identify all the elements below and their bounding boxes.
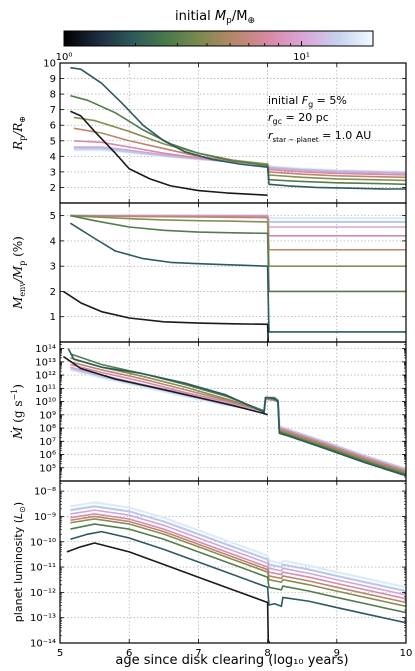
series-line <box>70 110 268 197</box>
y-tick-label: 10⁻¹² <box>30 588 56 599</box>
y-tick-label: 10 <box>43 59 56 70</box>
y-tick-label: 2 <box>50 183 56 194</box>
y-tick-label: 10¹² <box>35 371 56 382</box>
y-tick-label: 9 <box>50 74 56 85</box>
series-line <box>70 530 406 624</box>
y-axis-label: Ṁ (g s−1) <box>10 384 25 440</box>
y-tick-label: 10⁻¹⁴ <box>30 639 56 650</box>
y-tick-label: 10¹³ <box>35 357 56 368</box>
y-tick-label: 8 <box>50 90 56 101</box>
y-tick-label: 10⁹ <box>39 410 56 421</box>
y-tick-label: 10⁶ <box>39 450 56 461</box>
grid <box>60 63 406 203</box>
colorbar-title-main: initial <box>175 9 215 24</box>
series-line <box>70 515 406 604</box>
series-line <box>69 222 406 333</box>
colorbar-title-var: M <box>215 9 226 24</box>
series-line <box>70 361 406 473</box>
y-tick-label: 7 <box>50 105 56 116</box>
colorbar-title: initial Mp/M⊕ <box>175 9 255 26</box>
series-line <box>70 214 406 267</box>
panels: 2 3 4 5 6 7 8 9 10 Rp/R⊕ 1 2 3 4 5 Menv/Mp (%) 10⁵ 10⁶ 10⁷… <box>10 59 412 660</box>
colorbar-tick-label: 10⁰ <box>56 52 73 63</box>
y-tick-label: 10¹¹ <box>35 384 56 395</box>
y-tick-label: 10⁻⁹ <box>34 512 56 523</box>
x-axis-label: age since disk clearing (log₁₀ years) <box>115 653 348 668</box>
x-tick-label: 9 <box>334 648 340 659</box>
series-line <box>70 66 406 190</box>
series-line <box>70 501 406 589</box>
x-tick-label: 5 <box>57 648 63 659</box>
series-group <box>63 214 406 342</box>
y-tick-label: 10¹⁰ <box>35 397 56 408</box>
series-line <box>73 116 406 182</box>
colorbar-ticks: 10⁰ 10¹ <box>56 41 374 63</box>
y-tick-label: 10⁻⁸ <box>34 487 56 498</box>
annotation-rstar: rstar − planet = 1.0 AU <box>268 129 371 144</box>
series-line <box>70 523 406 614</box>
panel-frame <box>59 480 407 644</box>
series-line <box>70 214 406 251</box>
y-axis-label: Menv/Mp (%) <box>11 236 27 310</box>
series-line <box>70 509 406 596</box>
colorbar-title-sub2: ⊕ <box>247 16 255 26</box>
annotation-fg: initial Fg = 5% <box>268 94 347 109</box>
y-tick-label: 3 <box>50 262 56 273</box>
series-line <box>70 505 406 593</box>
series-line <box>63 355 268 416</box>
y-tick-label: 1 <box>50 312 56 323</box>
series-line <box>67 348 406 477</box>
colorbar: initial Mp/M⊕ 10⁰ 10¹ <box>56 9 374 63</box>
y-axis-label: Rp/R⊕ <box>11 116 27 151</box>
x-tick-label: 10 <box>400 648 413 659</box>
y-tick-label: 5 <box>50 136 56 147</box>
x-tick-label: 8 <box>264 648 270 659</box>
series-group <box>66 501 406 643</box>
y-tick-label: 10¹⁴ <box>35 344 56 355</box>
y-tick-label: 10⁸ <box>39 424 56 435</box>
y-tick-label: 10⁻¹³ <box>30 613 56 624</box>
panel-mass-loss: 10⁵ 10⁶ 10⁷ 10⁸ 10⁹ 10¹⁰ 10¹¹ 10¹² 10¹³ 10¹⁴ Ṁ (g … <box>10 341 407 482</box>
series-line <box>66 542 271 643</box>
y-tick-label: 6 <box>50 121 56 132</box>
grid <box>60 342 406 481</box>
x-tick-label: 7 <box>195 648 201 659</box>
colorbar-title-rest: /M <box>232 9 248 24</box>
annotation-box: initial Fg = 5% rgc = 20 pc rstar − plan… <box>268 94 371 144</box>
y-tick-label: 10⁷ <box>39 437 56 448</box>
y-axis-label: planet luminosity (L⊙) <box>12 502 27 622</box>
annotation-rgc: rgc = 20 pc <box>268 111 329 126</box>
y-tick-label: 5 <box>50 211 56 222</box>
y-tick-label: 4 <box>50 236 56 247</box>
series-line <box>70 214 406 293</box>
x-tick-label: 6 <box>126 648 132 659</box>
panel-luminosity: 10⁻¹⁴ 10⁻¹³ 10⁻¹² 10⁻¹¹ 10⁻¹⁰ 10⁻⁹ 10⁻⁸ planet … <box>12 480 407 650</box>
series-line <box>70 513 406 600</box>
series-line <box>63 290 270 342</box>
panel-frame <box>59 341 407 482</box>
series-line <box>70 94 406 186</box>
panel-radius: 2 3 4 5 6 7 8 9 10 Rp/R⊕ <box>11 59 407 204</box>
colorbar-tick-label: 10¹ <box>293 52 310 63</box>
colorbar-title-sub: p <box>226 16 232 26</box>
y-tick-label: 2 <box>50 287 56 298</box>
y-tick-label: 10⁻¹¹ <box>30 563 56 574</box>
y-tick-label: 4 <box>50 152 56 163</box>
y-tick-label: 10⁻¹⁰ <box>30 537 56 548</box>
series-group <box>70 66 406 197</box>
colorbar-gradient <box>63 30 374 47</box>
series-group <box>63 348 406 477</box>
y-tick-label: 10⁵ <box>39 463 56 474</box>
panel-envelope: 1 2 3 4 5 Menv/Mp (%) <box>11 202 407 343</box>
series-line <box>70 518 406 608</box>
y-tick-label: 3 <box>50 167 56 178</box>
